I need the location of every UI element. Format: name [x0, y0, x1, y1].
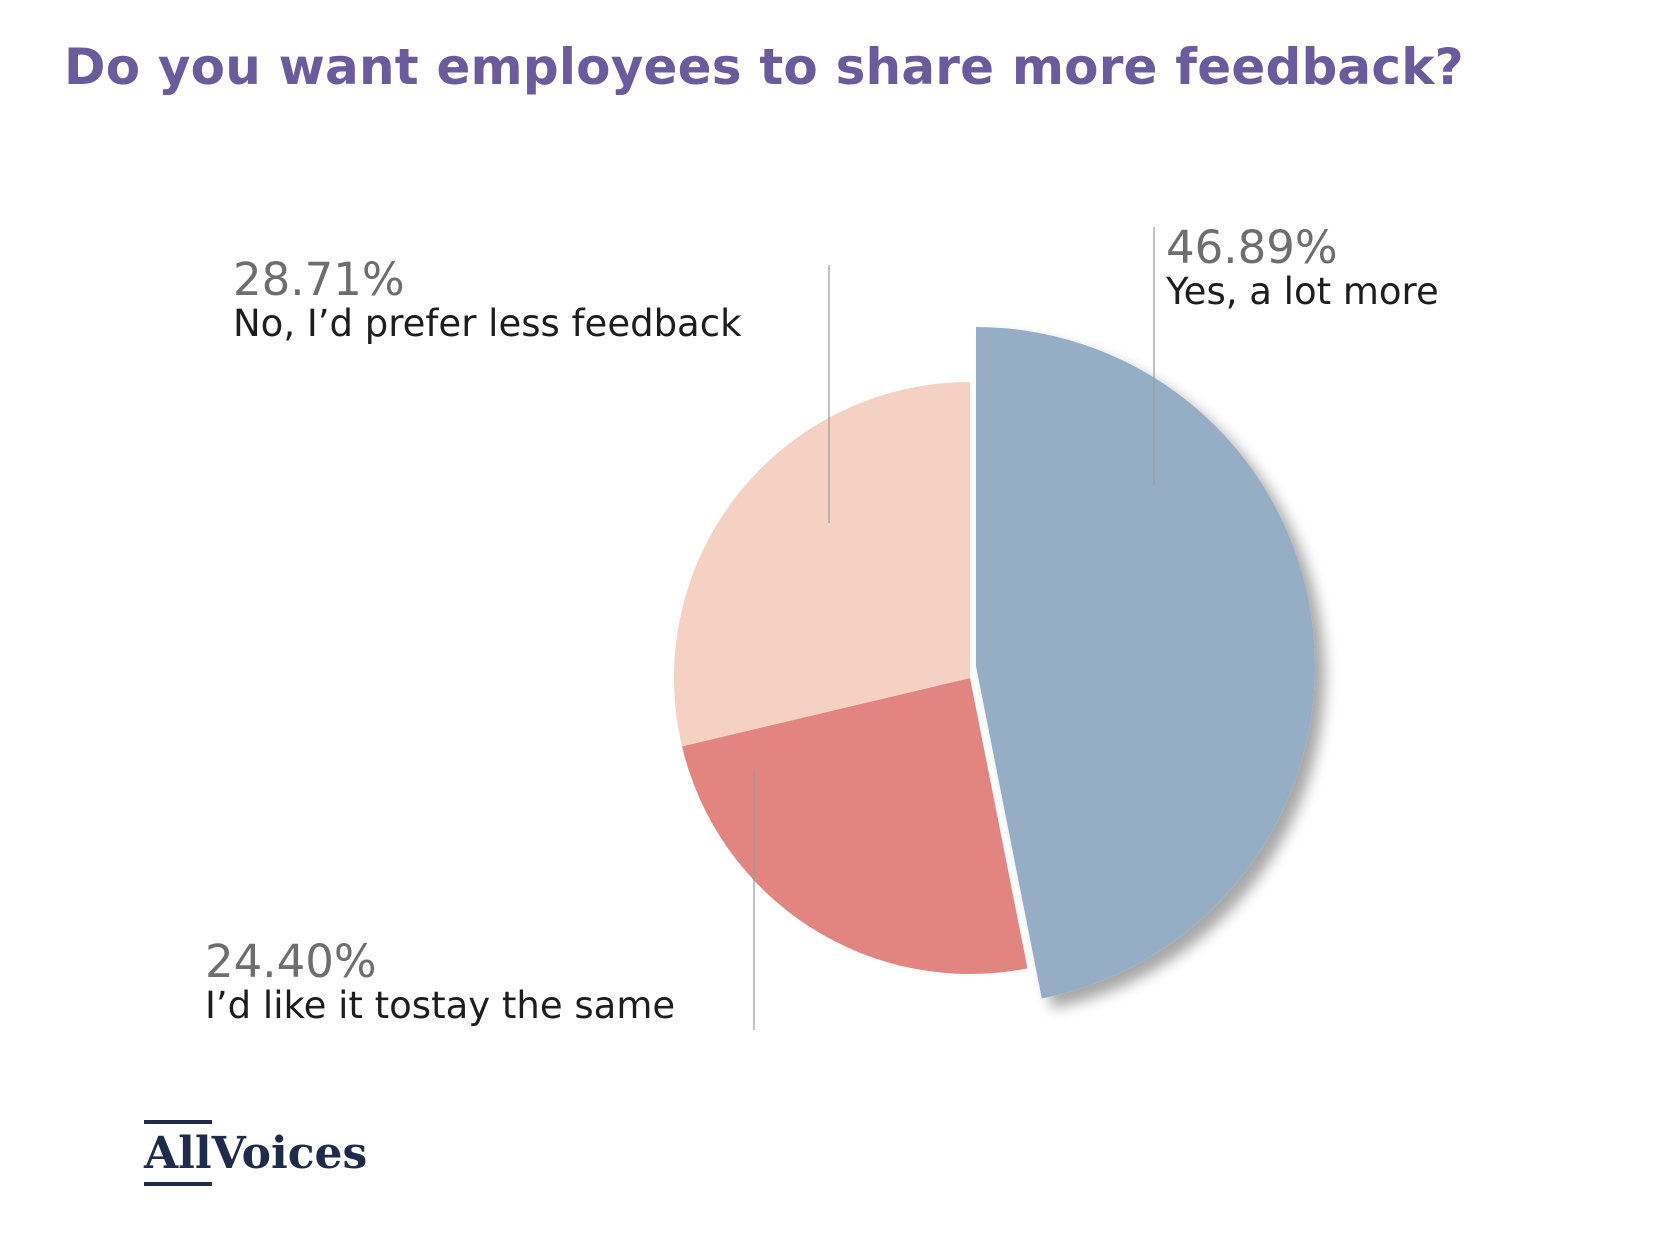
- slice-percent-prefer-less-feedback: 28.71%: [233, 253, 405, 306]
- allvoices-logo: AllVoices: [144, 1120, 368, 1186]
- logo-text-all: All: [144, 1120, 212, 1186]
- slice-label-yes-a-lot-more: 46.89% Yes, a lot more: [1166, 225, 1439, 313]
- slice-category-stay-the-same: I’d like it tostay the same: [205, 984, 676, 1027]
- chart-title: Do you want employees to share more feed…: [64, 38, 1464, 96]
- pie-slice-prefer-less-feedback: [674, 382, 970, 747]
- slice-percent-stay-the-same: 24.40%: [205, 935, 377, 988]
- pie-slice-stay-the-same: [682, 678, 1028, 974]
- pie-slice-yes-a-lot-more: [976, 327, 1315, 999]
- pie-slices: [674, 327, 1315, 999]
- slice-label-prefer-less-feedback: 28.71% No, I’d prefer less feedback: [233, 257, 742, 345]
- slice-category-prefer-less-feedback: No, I’d prefer less feedback: [233, 302, 742, 345]
- leader-lines: [753, 227, 1155, 1030]
- slice-percent-yes-a-lot-more: 46.89%: [1166, 221, 1338, 274]
- logo-text-voices: Voices: [211, 1128, 368, 1179]
- slice-category-yes-a-lot-more: Yes, a lot more: [1166, 270, 1439, 313]
- slice-label-stay-the-same: 24.40% I’d like it tostay the same: [205, 939, 675, 1027]
